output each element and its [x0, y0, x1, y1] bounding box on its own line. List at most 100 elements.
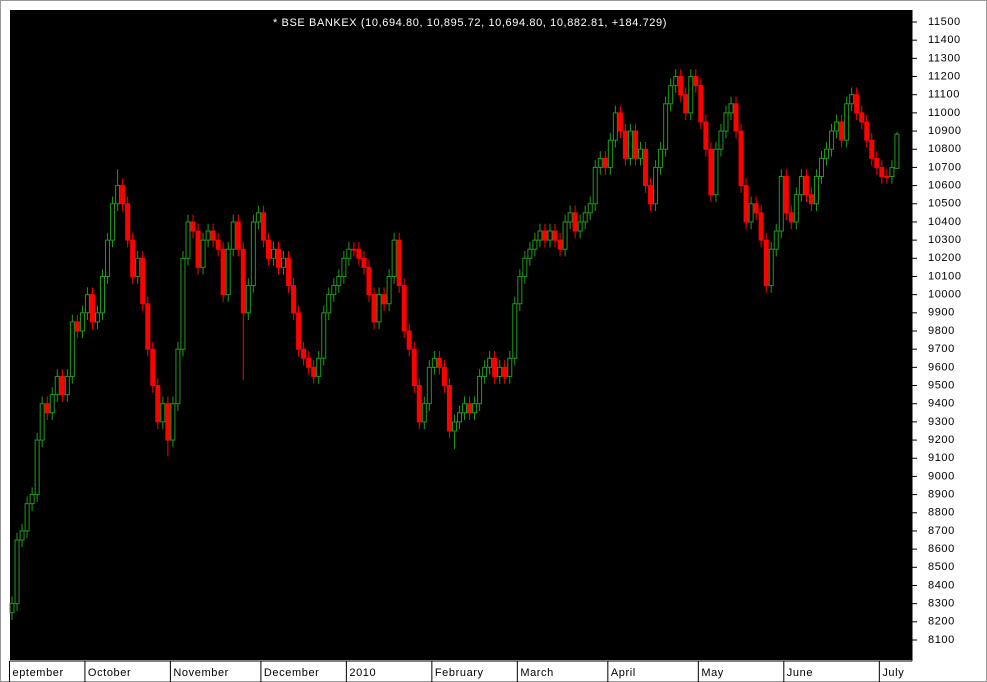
candle-body — [14, 539, 20, 605]
candle-body — [195, 230, 201, 268]
candle-body — [59, 375, 65, 396]
y-tick-label: 10700 — [928, 161, 962, 173]
y-tick-label: 8500 — [928, 561, 955, 573]
candle-body — [668, 85, 674, 105]
candle-body — [783, 175, 789, 214]
candle-body — [281, 257, 287, 268]
candle-body — [9, 603, 15, 614]
y-tick-label: 11400 — [928, 34, 961, 46]
candle-body — [145, 303, 151, 350]
candle-body — [612, 112, 618, 141]
x-tick-label: February — [435, 667, 484, 679]
candle-body — [260, 212, 266, 241]
candle-body — [316, 357, 322, 377]
candle-body — [386, 275, 392, 305]
candle-body — [336, 275, 342, 287]
candle-body — [296, 312, 302, 350]
candle-body — [115, 185, 121, 205]
x-tick-label: July — [882, 667, 904, 679]
y-tick-label: 11500 — [928, 16, 961, 28]
y-tick-label: 9800 — [928, 325, 955, 337]
x-tick-label: December — [264, 667, 320, 679]
candle-body — [542, 230, 548, 241]
y-tick-label: 8100 — [928, 634, 955, 646]
candle-body — [467, 403, 473, 414]
candle-body — [758, 212, 764, 241]
y-tick-label: 10500 — [928, 198, 962, 210]
candle-body — [245, 285, 251, 314]
candle-body — [487, 357, 493, 368]
candle-body — [446, 385, 452, 432]
candle-body — [351, 248, 357, 251]
y-tick-label: 9200 — [928, 434, 955, 446]
candle-body — [798, 175, 804, 196]
candle-body — [502, 366, 508, 377]
candle-body — [44, 403, 50, 414]
y-tick-label: 11100 — [928, 89, 960, 101]
candle-body — [708, 148, 714, 196]
candle-body — [673, 76, 679, 87]
candle-body — [29, 494, 35, 505]
x-tick-label: March — [520, 667, 554, 679]
candle-body — [753, 203, 759, 214]
candle-body — [597, 157, 603, 168]
candle-body — [371, 294, 377, 323]
y-tick-label: 8900 — [928, 488, 955, 500]
candle-body — [718, 130, 724, 150]
candle-body — [74, 321, 80, 332]
candle-body — [683, 94, 689, 114]
candle-body — [64, 375, 70, 396]
candle-body — [79, 312, 85, 332]
candle-body — [829, 130, 835, 150]
candle-body — [879, 166, 885, 177]
candle-body — [527, 248, 533, 259]
candle-body — [391, 239, 397, 277]
candle-body — [421, 403, 427, 423]
candle-body — [311, 366, 317, 377]
candle-body — [19, 530, 25, 541]
candle-body — [778, 175, 784, 232]
candle-body — [824, 148, 830, 159]
candle-body — [456, 412, 462, 423]
candle-body — [441, 366, 447, 387]
candle-body — [291, 285, 297, 314]
candle-body — [265, 239, 271, 259]
candle-body — [768, 248, 774, 287]
x-tick-label: November — [173, 667, 229, 679]
candle-body — [637, 148, 643, 159]
candle-body — [165, 403, 171, 441]
y-tick-label: 8700 — [928, 525, 955, 537]
y-tick-label: 9400 — [928, 398, 955, 410]
candle-body — [808, 194, 814, 205]
candle-body — [240, 248, 246, 314]
candle-body — [160, 403, 166, 423]
y-tick-label: 11200 — [928, 70, 961, 82]
candle-body — [346, 248, 352, 259]
candle-body — [658, 148, 664, 168]
candle-body — [155, 385, 161, 423]
candle-body — [431, 357, 437, 368]
candle-body — [110, 203, 116, 241]
candle-body — [462, 403, 468, 414]
candle-body — [34, 439, 40, 496]
candle-body — [170, 403, 176, 441]
candle-body — [572, 212, 578, 232]
candle-body — [602, 157, 608, 168]
candle-body — [844, 103, 850, 141]
y-tick-label: 10400 — [928, 216, 962, 228]
candle-body — [874, 157, 880, 168]
candle-body — [185, 221, 191, 259]
candle-body — [884, 175, 890, 178]
candle-body — [482, 366, 488, 377]
x-tick-label: 2010 — [349, 667, 376, 679]
candle-body — [105, 239, 111, 277]
chart-title: * BSE BANKEX (10,694.80, 10,895.72, 10,6… — [273, 17, 667, 29]
y-tick-label: 9600 — [928, 361, 955, 373]
candle-body — [396, 239, 402, 287]
candle-body — [703, 121, 709, 150]
candle-body — [492, 357, 498, 377]
candle-body — [406, 330, 412, 350]
candle-body — [728, 103, 734, 114]
y-tick-label: 10100 — [928, 270, 962, 282]
candle-body — [859, 112, 865, 123]
